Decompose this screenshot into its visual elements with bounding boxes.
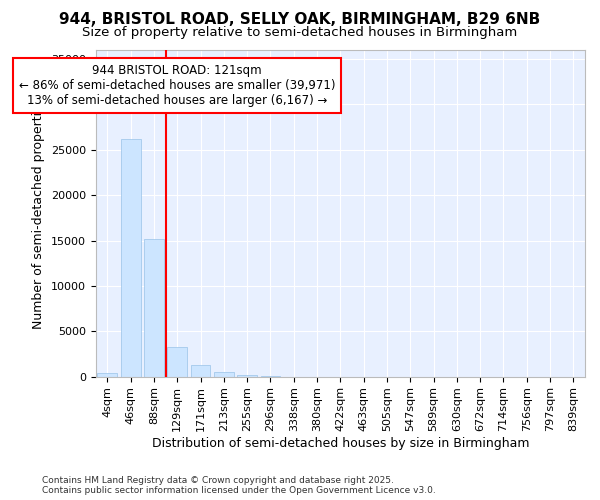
Bar bbox=[214, 372, 234, 376]
X-axis label: Distribution of semi-detached houses by size in Birmingham: Distribution of semi-detached houses by … bbox=[152, 437, 529, 450]
Text: 944 BRISTOL ROAD: 121sqm
← 86% of semi-detached houses are smaller (39,971)
13% : 944 BRISTOL ROAD: 121sqm ← 86% of semi-d… bbox=[19, 64, 335, 106]
Bar bbox=[97, 373, 118, 376]
Bar bbox=[144, 238, 164, 376]
Text: 944, BRISTOL ROAD, SELLY OAK, BIRMINGHAM, B29 6NB: 944, BRISTOL ROAD, SELLY OAK, BIRMINGHAM… bbox=[59, 12, 541, 28]
Bar bbox=[121, 139, 140, 376]
Bar bbox=[191, 366, 211, 376]
Y-axis label: Number of semi-detached properties: Number of semi-detached properties bbox=[32, 98, 46, 329]
Bar bbox=[167, 346, 187, 376]
Text: Contains HM Land Registry data © Crown copyright and database right 2025.
Contai: Contains HM Land Registry data © Crown c… bbox=[42, 476, 436, 495]
Text: Size of property relative to semi-detached houses in Birmingham: Size of property relative to semi-detach… bbox=[82, 26, 518, 39]
Bar bbox=[237, 375, 257, 376]
